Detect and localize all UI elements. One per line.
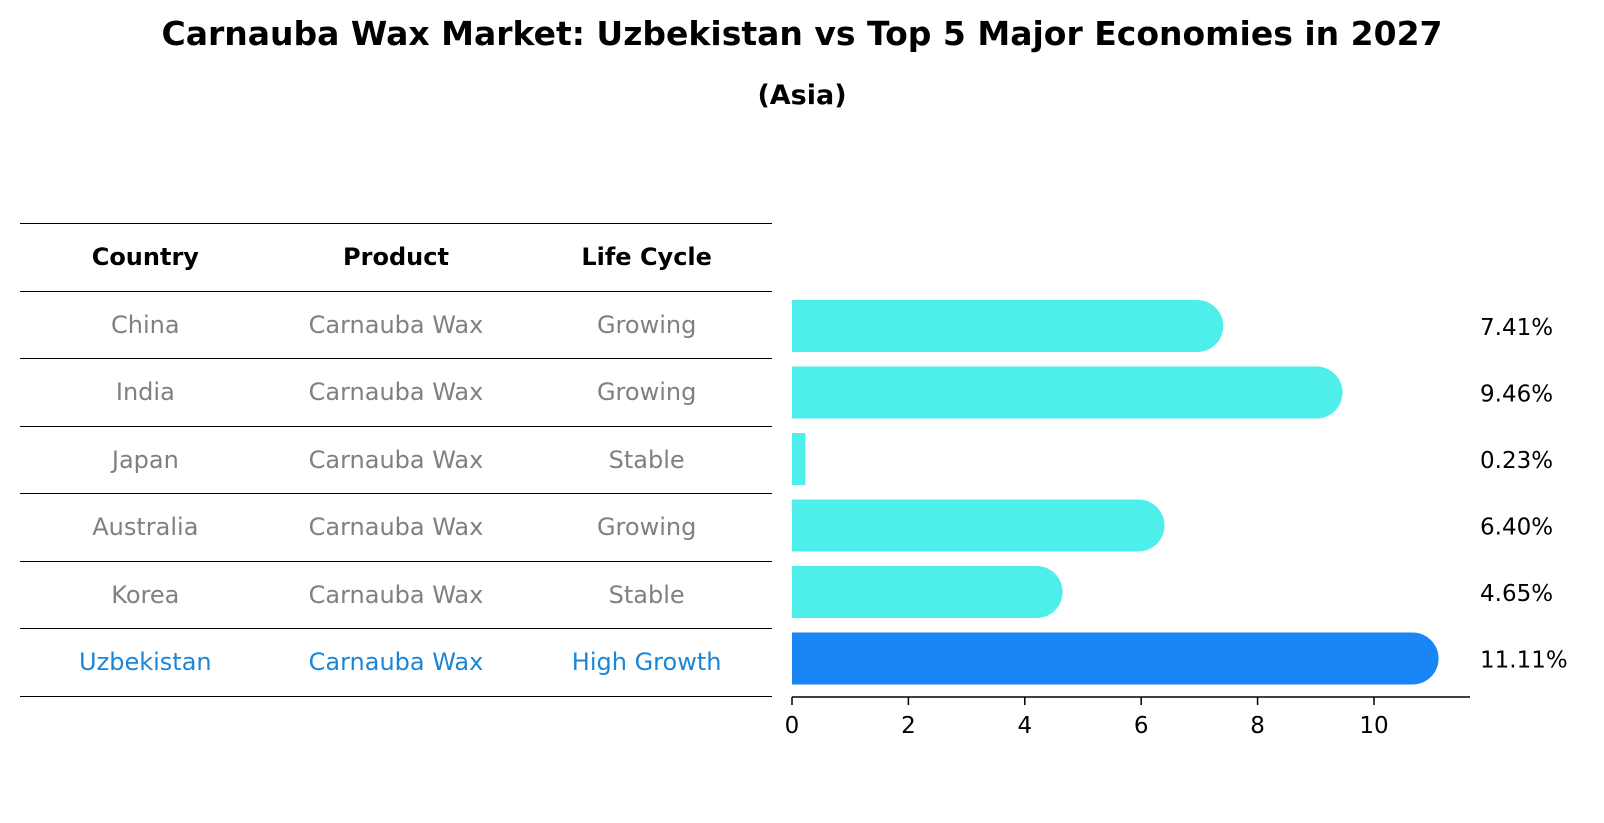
- table-header-row: Country Product Life Cycle: [20, 223, 772, 291]
- bar-value-label: 7.41%: [1480, 315, 1553, 341]
- bar-china: [792, 300, 1224, 352]
- table-row: Australia Carnauba Wax Growing: [20, 493, 772, 561]
- bar-india: [792, 366, 1343, 419]
- cell-life-cycle: Growing: [596, 310, 697, 339]
- chart-subtitle: (Asia): [757, 80, 847, 111]
- bar-australia: [792, 499, 1165, 552]
- cell-country: China: [111, 310, 180, 339]
- x-tick-label: 10: [1359, 713, 1388, 739]
- cell-product: Carnauba Wax: [308, 580, 484, 609]
- country-table: Country Product Life Cycle China Carnaub…: [20, 223, 772, 697]
- cell-product: Carnauba Wax: [308, 378, 484, 407]
- bar-value-label: 9.46%: [1480, 382, 1553, 408]
- bar-value-label: 11.11%: [1480, 648, 1568, 674]
- bar-uzbekistan: [792, 632, 1439, 685]
- bar-value-label: 4.65%: [1480, 581, 1553, 607]
- table-row-highlight: Uzbekistan Carnauba Wax High Growth: [20, 628, 772, 697]
- cell-product: Carnauba Wax: [308, 513, 484, 542]
- header-life-cycle: Life Cycle: [581, 243, 712, 272]
- header-country: Country: [91, 243, 199, 272]
- cell-life-cycle: Growing: [596, 378, 697, 407]
- x-tick-label: 0: [785, 713, 800, 739]
- cell-life-cycle: Stable: [608, 445, 685, 474]
- header-product: Product: [343, 243, 449, 272]
- cell-product: Carnauba Wax: [308, 445, 484, 474]
- table-row: India Carnauba Wax Growing: [20, 358, 772, 426]
- cell-country: Uzbekistan: [79, 648, 212, 677]
- x-tick-label: 6: [1134, 713, 1149, 739]
- chart-title: Carnauba Wax Market: Uzbekistan vs Top 5…: [161, 14, 1443, 53]
- cell-country: India: [115, 378, 175, 407]
- table-row: Japan Carnauba Wax Stable: [20, 425, 772, 494]
- table-row: China Carnauba Wax Growing: [20, 290, 772, 359]
- x-tick-label: 4: [1017, 713, 1032, 739]
- cell-country: Australia: [92, 513, 199, 542]
- bar-value-label: 0.23%: [1480, 448, 1553, 474]
- bar-japan: [792, 433, 806, 485]
- cell-country: Korea: [111, 580, 180, 609]
- table-row: Korea Carnauba Wax Stable: [20, 560, 772, 629]
- cell-life-cycle: Stable: [608, 580, 685, 609]
- cell-country: Japan: [111, 445, 179, 474]
- bar-value-label: 6.40%: [1480, 515, 1553, 541]
- bar-korea: [792, 566, 1063, 618]
- cell-product: Carnauba Wax: [308, 310, 484, 339]
- x-tick-label: 8: [1250, 713, 1265, 739]
- x-tick-label: 2: [901, 713, 916, 739]
- cell-product: Carnauba Wax: [308, 648, 484, 677]
- cell-life-cycle: High Growth: [571, 648, 722, 677]
- cell-life-cycle: Growing: [596, 513, 697, 542]
